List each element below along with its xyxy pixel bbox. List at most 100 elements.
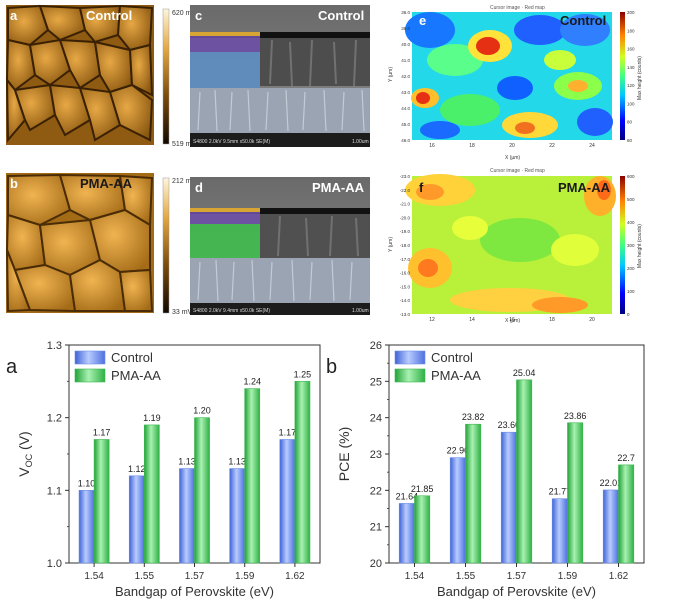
x-tick-labels: 12 14 16 18 20 xyxy=(429,317,595,323)
y-tick-label: 24 xyxy=(370,413,382,425)
colorbar-tick-labels: 200 180 160 140 120 100 80 60 xyxy=(627,10,635,143)
bar-control xyxy=(128,475,145,564)
panel-label: PMA-AA xyxy=(312,180,365,195)
data-label: 1.17 xyxy=(93,427,111,437)
y-tick-labels: -23.0 -22.0 -21.0 -20.0 -19.0 -18.0 -17.0 -16.0… xyxy=(400,174,411,317)
x-tick-label: 20 xyxy=(509,143,515,149)
y-tick-label: 25 xyxy=(370,376,382,388)
colorbar-tick-label: 300 xyxy=(627,243,635,248)
bar-control xyxy=(449,457,466,564)
bar-control xyxy=(229,468,245,564)
y-axis-title: PCE (%) xyxy=(336,427,352,481)
y-tick-label: 38.0 xyxy=(401,26,410,31)
y-tick-label: 26 xyxy=(370,340,382,352)
y-tick-label: 1.3 xyxy=(47,340,62,352)
colorbar-label: Max height (counts) xyxy=(637,224,643,268)
bar-pma-aa xyxy=(465,423,482,564)
sem-scale: 1.00um xyxy=(352,139,369,145)
axis-label: X (µm) xyxy=(505,155,520,161)
y-tick-label: -21.0 xyxy=(400,202,411,207)
bar-control xyxy=(398,503,415,564)
y-tick-label: -23.0 xyxy=(400,174,411,179)
colorbar-tick-label: 500 xyxy=(627,197,635,202)
overlay-perovskite xyxy=(190,52,260,88)
x-tick-label: 18 xyxy=(469,143,475,149)
panel-label: Control xyxy=(318,8,364,23)
x-tick-label: 16 xyxy=(509,317,515,323)
afm-grains-b xyxy=(5,173,154,313)
bar-pma-aa xyxy=(244,388,261,564)
y-tick-labels: 36.0 38.0 40.0 41.0 42.0 43.0 44.0 45.0 46.0 xyxy=(401,10,410,143)
y-tick-label: -18.0 xyxy=(400,243,411,248)
colorbar-tick-label: 0 xyxy=(627,312,630,317)
data-label: 23.82 xyxy=(462,412,485,422)
sem-info: S4800 2.0kV 9.5mm x50.0k SE(M) xyxy=(193,139,270,145)
bar-pma-aa xyxy=(93,439,110,564)
bar-control xyxy=(500,431,517,564)
legend-swatch-control xyxy=(74,350,106,365)
data-label: 1.17 xyxy=(279,427,297,437)
bar-pma-aa xyxy=(414,495,431,564)
y-axis-title-main: V xyxy=(16,467,32,477)
y-tick-label: 23 xyxy=(370,449,382,461)
y-tick-label: 44.0 xyxy=(401,106,410,111)
panel-letter: f xyxy=(419,180,424,195)
x-tick-label: 12 xyxy=(429,317,435,323)
map-caption: Cursor image · Red map xyxy=(490,5,545,11)
panel-letter: e xyxy=(419,13,426,28)
colorbar-tick-label: 200 xyxy=(627,10,635,15)
y-tick-label: 1.1 xyxy=(47,485,62,497)
colorbar-tick-label: 120 xyxy=(627,83,635,88)
x-tick-label: 1.62 xyxy=(285,571,305,582)
map-blobs-e xyxy=(405,12,613,139)
panel-label: PMA-AA xyxy=(558,180,611,195)
scale-top-label: 620 mV xyxy=(172,10,196,17)
x-tick-label: 1.54 xyxy=(84,571,104,582)
x-axis-title: Bandgap of Perovskite (eV) xyxy=(115,584,274,599)
bar-pma-aa xyxy=(567,422,584,564)
sem-scale: 1.00um xyxy=(352,308,369,314)
data-label: 1.13 xyxy=(228,457,246,467)
colorbar-tick-label: 80 xyxy=(627,120,633,125)
colorbar-tick-label: 600 xyxy=(627,174,635,179)
y-tick-label: 46.0 xyxy=(401,138,410,143)
y-tick-label: -15.0 xyxy=(400,284,411,289)
panel-f-pl-map-pma: Cursor image · Red map X (µm) Y (µm) Max… xyxy=(385,166,643,324)
data-label: 22.01 xyxy=(600,478,623,488)
y-tick-label: 43.0 xyxy=(401,90,410,95)
colorbar-tick-labels: 600 500 400 300 200 100 0 xyxy=(627,174,635,317)
y-tick-label: -16.0 xyxy=(400,271,411,276)
x-tick-label: 24 xyxy=(589,143,595,149)
panel-label: Control xyxy=(560,13,606,28)
data-label: 1.10 xyxy=(78,478,96,488)
y-tick-label: -19.0 xyxy=(400,229,411,234)
colorbar-label: Max height (counts) xyxy=(637,56,643,100)
y-tick-label: 41.0 xyxy=(401,58,410,63)
bar-pma-aa xyxy=(516,379,533,564)
substrate-layer xyxy=(190,88,370,133)
color-scale-bar xyxy=(162,177,170,314)
data-label: 1.12 xyxy=(128,464,146,474)
data-label: 22.7 xyxy=(617,453,635,463)
y-tick-label: 42.0 xyxy=(401,74,410,79)
x-tick-label: 1.59 xyxy=(558,571,578,582)
overlay-purple xyxy=(190,212,260,224)
bar-pma-aa xyxy=(194,417,210,564)
y-tick-label: 21 xyxy=(370,522,382,534)
x-tick-label: 1.55 xyxy=(456,571,476,582)
y-tick-label: -22.0 xyxy=(400,188,411,193)
y-tick-label: 40.0 xyxy=(401,42,410,47)
data-label: 21.77 xyxy=(549,487,572,497)
color-scale-bar xyxy=(620,12,625,140)
legend-label: PMA-AA xyxy=(431,368,481,383)
color-scale-bar xyxy=(620,176,625,314)
data-label: 1.20 xyxy=(193,406,211,416)
data-label: 23.86 xyxy=(564,411,587,421)
x-tick-label: 1.57 xyxy=(185,571,205,582)
x-tick-labels: 16 18 20 22 24 xyxy=(429,143,595,149)
color-scale-bar xyxy=(162,8,170,145)
panel-a-afm-control: a Control 620 mV 519 mV xyxy=(5,4,196,148)
scale-bottom-label: 519 mV xyxy=(172,141,196,148)
